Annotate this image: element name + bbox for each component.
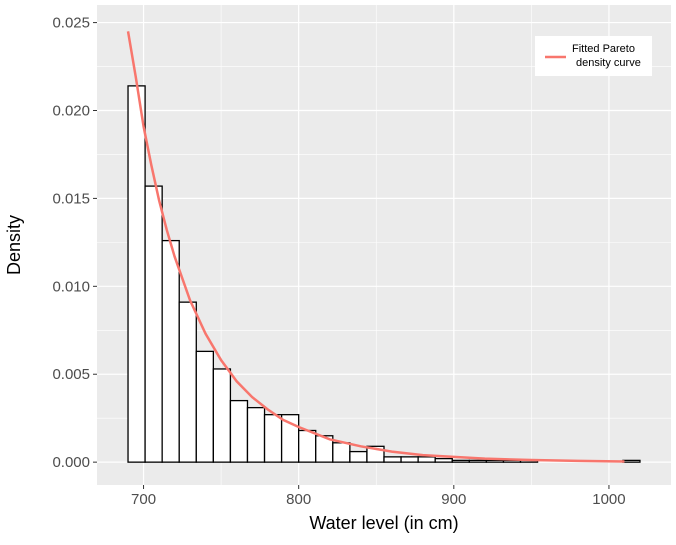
x-axis-ticks: 700 800 900 1000 [131,485,626,508]
x-axis-title: Water level (in cm) [309,513,458,533]
legend-label-line1: Fitted Pareto [572,43,635,55]
x-tick-label: 900 [441,491,466,508]
y-axis-title: Density [4,215,24,275]
histogram-bar [298,429,317,463]
histogram-bar [417,456,436,463]
fitted-pareto-curve [126,31,625,463]
histogram-bar [144,185,163,463]
legend: Fitted Pareto density curve [535,36,652,76]
y-axis-ticks: 0.000 0.005 0.010 0.015 0.020 0.025 [52,15,97,471]
histogram-bars [127,85,641,463]
histogram-bar [468,459,488,463]
histogram-bar [195,350,215,463]
y-tick-label: 0.005 [52,366,90,383]
legend-label-line2: density curve [576,57,641,69]
x-tick-label: 800 [286,491,311,508]
histogram-bar [229,399,249,463]
histogram-bar [246,406,266,463]
y-tick-label: 0.000 [52,454,90,471]
histogram-bar [451,459,470,463]
histogram-bar [622,459,641,463]
histogram-bar [161,239,180,463]
y-tick-label: 0.025 [52,15,90,32]
histogram-bar [332,442,351,463]
histogram-bar [212,368,232,463]
histogram-bar [400,456,419,463]
histogram-bar [383,456,402,463]
histogram-bar [263,414,283,463]
histogram-bar [434,457,453,463]
y-tick-label: 0.020 [52,102,90,119]
histogram-bar [485,459,505,463]
x-tick-label: 1000 [592,491,625,508]
x-tick-label: 700 [131,491,156,508]
histogram-bar [127,85,146,463]
histogram-bar [178,301,197,463]
y-tick-label: 0.010 [52,278,90,295]
y-tick-label: 0.015 [52,190,90,207]
histogram-bar [349,450,368,463]
